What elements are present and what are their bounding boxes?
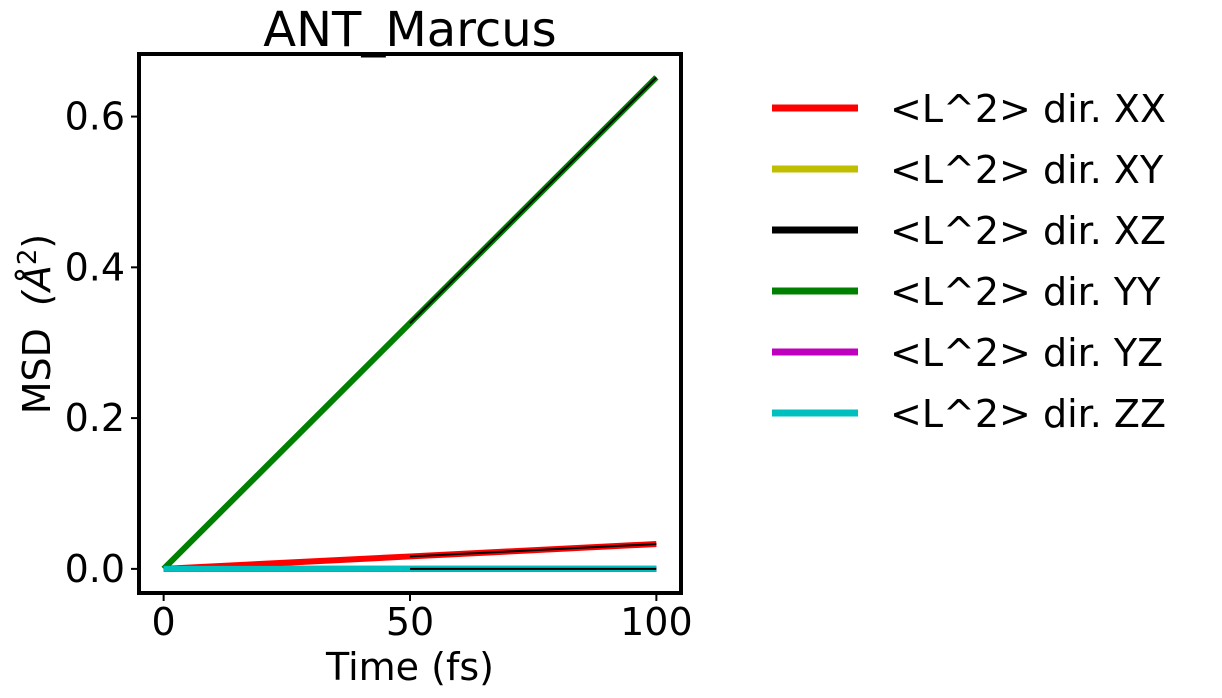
y-axis-label-unit: (Å [15, 265, 59, 306]
y-tick-label: 0.6 [65, 95, 125, 139]
legend-label-4: <L^2> dir. YZ [890, 331, 1163, 375]
fit-line-0 [409, 543, 657, 558]
y-axis-label-text: MSD [15, 328, 59, 414]
legend-label-2: <L^2> dir. XZ [890, 209, 1166, 253]
y-axis-label-close: ) [15, 234, 59, 249]
fit-line-2 [409, 76, 658, 324]
y-tick-label: 0.4 [65, 245, 125, 289]
y-axis-label: MSD (Å2) [13, 234, 59, 414]
legend-label-5: <L^2> dir. ZZ [890, 392, 1166, 436]
x-axis-ticks: 0 50 100 [152, 593, 693, 644]
y-tick-label: 0.2 [65, 396, 125, 440]
x-tick-label: 50 [386, 600, 434, 644]
x-tick-label: 100 [620, 600, 693, 644]
y-axis-label-group: MSD (Å2) [13, 234, 59, 414]
y-axis-ticks: 0.0 0.2 0.4 0.6 [65, 95, 139, 591]
chart-title: ANT_Marcus [263, 2, 556, 58]
x-tick-label: 0 [152, 600, 176, 644]
legend: <L^2> dir. XX <L^2> dir. XY <L^2> dir. XZ <… [772, 87, 1166, 436]
fit-lines [409, 76, 658, 570]
y-tick-label: 0.0 [65, 547, 125, 591]
y-axis-label-sup: 2 [13, 249, 43, 266]
legend-label-3: <L^2> dir. YY [890, 270, 1161, 314]
legend-label-1: <L^2> dir. XY [890, 148, 1164, 192]
legend-label-0: <L^2> dir. XX [890, 87, 1166, 131]
x-axis-label: Time (fs) [325, 645, 494, 689]
